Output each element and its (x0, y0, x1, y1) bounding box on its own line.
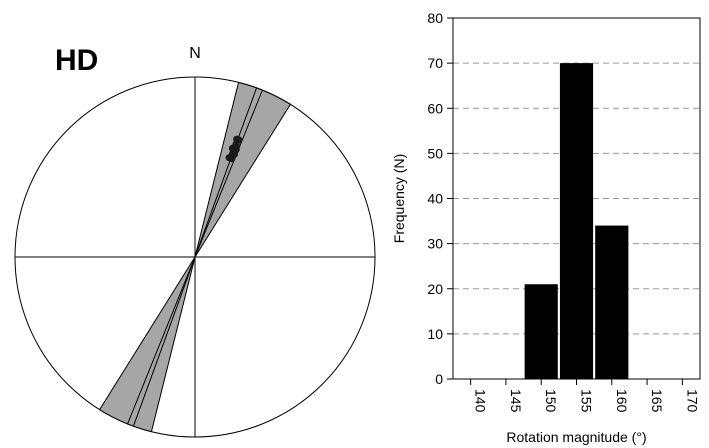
y-tick-label-0: 0 (435, 371, 443, 387)
bar-160 (595, 225, 629, 379)
y-tick-label-1: 10 (427, 326, 443, 342)
x-ticks: 140 145 150 155 160 165 170 (470, 379, 700, 413)
y-tick-label-7: 70 (427, 55, 443, 71)
y-axis-label: Frequency (N) (391, 154, 407, 243)
x-tick-label-155: 155 (579, 389, 595, 413)
rose-point-6 (230, 150, 239, 158)
panel-label: HD (55, 44, 98, 77)
y-tick-label-5: 50 (427, 145, 443, 161)
x-tick-label-170: 170 (684, 389, 700, 413)
bars (524, 63, 629, 380)
rose-petal-3 (98, 256, 196, 425)
rose-point-9 (235, 136, 243, 144)
x-tick-label-150: 150 (543, 389, 559, 413)
north-label: N (189, 45, 201, 62)
x-tick-label-140: 140 (473, 389, 489, 413)
y-tick-label-3: 30 (427, 236, 443, 252)
y-tick-label-2: 20 (427, 281, 443, 297)
y-ticks: 0 10 20 30 40 50 60 70 80 (427, 10, 453, 387)
y-tick-label-8: 80 (427, 10, 443, 26)
rose-petals (98, 81, 292, 433)
x-axis-label: Rotation magnitude (°) (506, 429, 646, 445)
rose-petal-2 (194, 89, 292, 258)
x-tick-label-165: 165 (649, 389, 665, 413)
rose-points (225, 135, 243, 163)
y-tick-label-6: 60 (427, 100, 443, 116)
y-tick-label-4: 40 (427, 191, 443, 207)
x-tick-label-160: 160 (614, 389, 630, 413)
bar-155 (559, 63, 594, 380)
x-tick-label-145: 145 (508, 389, 524, 413)
rose-diagram: N (14, 45, 376, 438)
bar-150 (524, 284, 558, 379)
